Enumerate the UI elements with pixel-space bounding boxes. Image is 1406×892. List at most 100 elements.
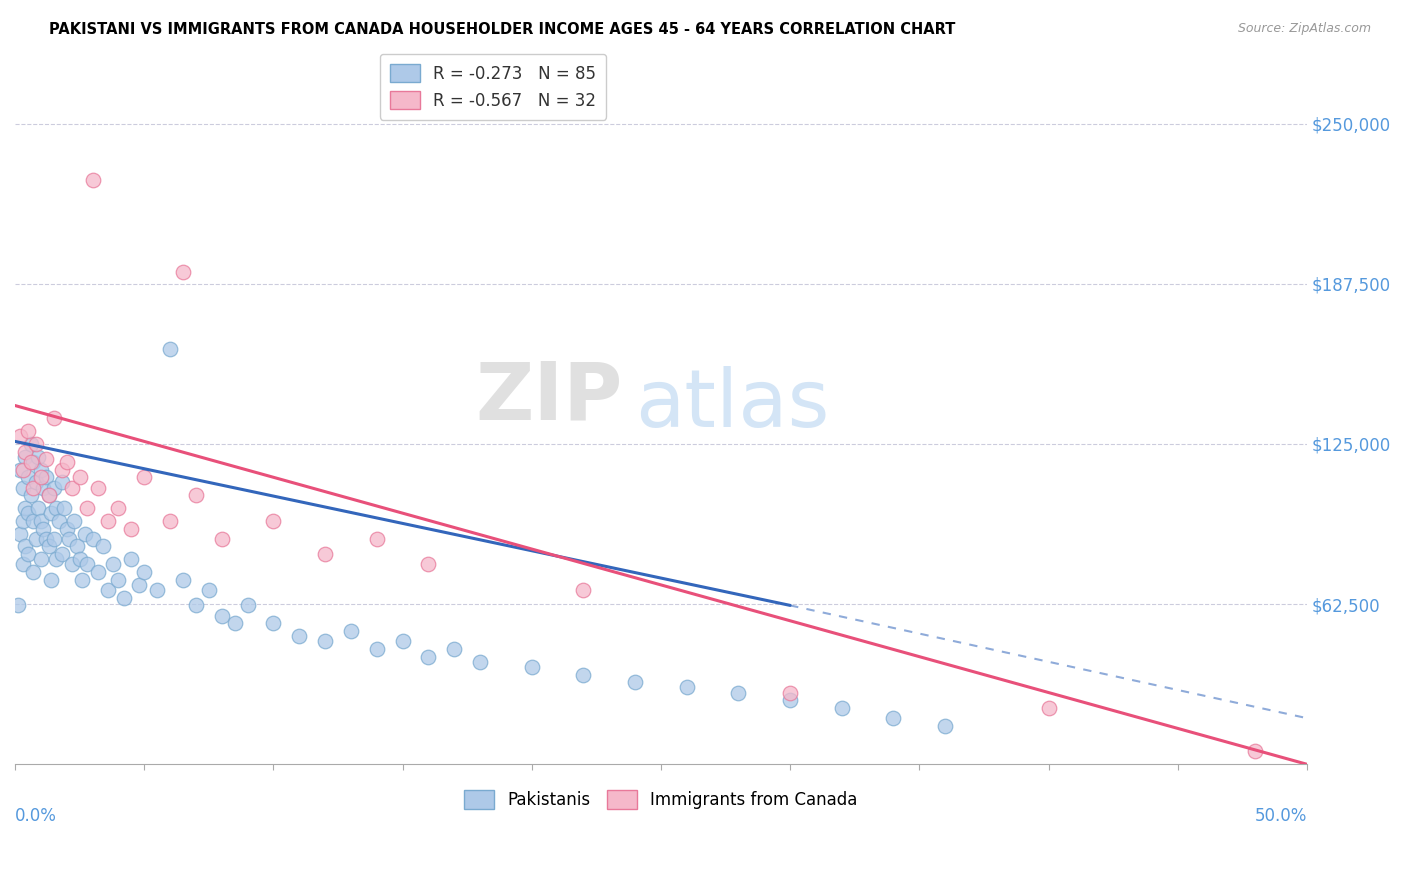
- Point: [22, 514, 45, 528]
- Point: [20, 488, 42, 502]
- Point: [69, 470, 91, 484]
- Point: [97, 514, 120, 528]
- Point: [172, 573, 194, 587]
- Point: [934, 719, 956, 733]
- Point: [184, 599, 207, 613]
- Point: [24, 475, 46, 490]
- Point: [17, 424, 39, 438]
- Point: [11, 514, 34, 528]
- Point: [24, 532, 46, 546]
- Point: [120, 522, 142, 536]
- Point: [63, 514, 86, 528]
- Point: [17, 547, 39, 561]
- Point: [38, 488, 60, 502]
- Point: [30, 462, 52, 476]
- Point: [366, 532, 388, 546]
- Point: [69, 552, 91, 566]
- Point: [262, 514, 284, 528]
- Point: [55, 522, 77, 536]
- Point: [172, 265, 194, 279]
- Point: [39, 573, 62, 587]
- Point: [39, 506, 62, 520]
- Point: [38, 488, 60, 502]
- Point: [20, 455, 42, 469]
- Point: [572, 667, 595, 681]
- Point: [314, 634, 336, 648]
- Point: [779, 693, 801, 707]
- Point: [128, 578, 150, 592]
- Point: [17, 470, 39, 484]
- Point: [418, 649, 440, 664]
- Point: [675, 681, 697, 695]
- Point: [22, 455, 45, 469]
- Point: [159, 342, 181, 356]
- Point: [134, 470, 156, 484]
- Point: [76, 558, 98, 572]
- Point: [17, 506, 39, 520]
- Point: [32, 522, 55, 536]
- Point: [184, 488, 207, 502]
- Point: [66, 540, 89, 554]
- Point: [120, 552, 142, 566]
- Point: [91, 540, 114, 554]
- Point: [418, 558, 440, 572]
- Point: [366, 642, 388, 657]
- Point: [70, 573, 93, 587]
- Point: [236, 599, 259, 613]
- Point: [30, 514, 52, 528]
- Point: [48, 514, 70, 528]
- Point: [103, 558, 125, 572]
- Point: [42, 532, 65, 546]
- Point: [58, 532, 80, 546]
- Point: [314, 547, 336, 561]
- Point: [60, 558, 83, 572]
- Point: [8, 429, 31, 443]
- Text: 0.0%: 0.0%: [15, 806, 56, 824]
- Point: [211, 532, 233, 546]
- Point: [14, 444, 37, 458]
- Point: [55, 455, 77, 469]
- Point: [288, 629, 311, 643]
- Point: [468, 655, 491, 669]
- Point: [35, 532, 58, 546]
- Point: [831, 701, 853, 715]
- Point: [211, 608, 233, 623]
- Point: [60, 481, 83, 495]
- Point: [38, 540, 60, 554]
- Point: [1038, 701, 1060, 715]
- Point: [443, 642, 465, 657]
- Point: [24, 437, 46, 451]
- Point: [45, 501, 67, 516]
- Point: [134, 565, 156, 579]
- Point: [520, 660, 543, 674]
- Point: [51, 475, 73, 490]
- Point: [224, 616, 246, 631]
- Point: [42, 481, 65, 495]
- Point: [22, 481, 45, 495]
- Point: [82, 532, 104, 546]
- Point: [97, 582, 120, 597]
- Point: [51, 462, 73, 476]
- Point: [42, 411, 65, 425]
- Point: [14, 540, 37, 554]
- Point: [27, 450, 49, 464]
- Point: [146, 582, 169, 597]
- Point: [197, 582, 219, 597]
- Point: [107, 573, 129, 587]
- Point: [11, 462, 34, 476]
- Text: atlas: atlas: [636, 366, 830, 444]
- Point: [391, 634, 413, 648]
- Point: [112, 591, 135, 605]
- Point: [11, 558, 34, 572]
- Point: [32, 481, 55, 495]
- Point: [11, 481, 34, 495]
- Point: [262, 616, 284, 631]
- Point: [51, 547, 73, 561]
- Point: [624, 675, 647, 690]
- Point: [159, 514, 181, 528]
- Point: [30, 470, 52, 484]
- Point: [7, 599, 30, 613]
- Text: ZIP: ZIP: [475, 359, 623, 437]
- Text: Source: ZipAtlas.com: Source: ZipAtlas.com: [1237, 22, 1371, 36]
- Point: [45, 552, 67, 566]
